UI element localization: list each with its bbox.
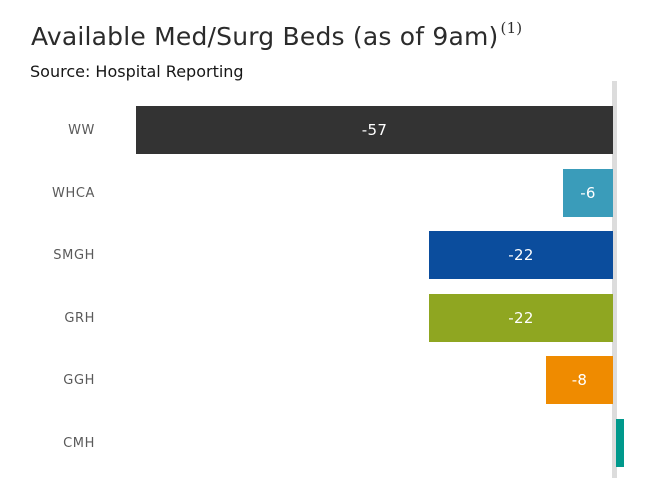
category-label: WHCA [52,185,95,201]
bar-value-label: -57 [361,121,388,139]
chart-subtitle: Source: Hospital Reporting [30,62,244,81]
chart-title: Available Med/Surg Beds (as of 9am) (1) [31,19,523,51]
category-label: GRH [64,310,95,326]
category-label: SMGH [53,247,95,263]
category-label: CMH [63,435,95,451]
chart-title-text: Available Med/Surg Beds (as of 9am) [31,22,499,51]
bar-row: CMH [0,419,668,467]
title-footnote-marker: (1) [500,19,523,37]
bar: -22 [429,294,613,342]
bar [616,419,624,467]
bar: -8 [546,356,613,404]
category-label: WW [68,122,95,138]
bar-value-label: -22 [508,246,534,264]
bar-value-label: -8 [571,371,588,389]
bar: -57 [136,106,613,154]
bar-row: WW -57 [0,106,668,154]
zero-axis-line [612,81,617,478]
bar-row: WHCA -6 [0,169,668,217]
bar-row: GGH -8 [0,356,668,404]
bar-value-label: -6 [580,184,596,202]
bar-row: SMGH -22 [0,231,668,279]
bar-value-label: -22 [508,309,534,327]
bar: -6 [563,169,613,217]
category-label: GGH [63,372,95,388]
bar-row: GRH -22 [0,294,668,342]
bar: -22 [429,231,613,279]
